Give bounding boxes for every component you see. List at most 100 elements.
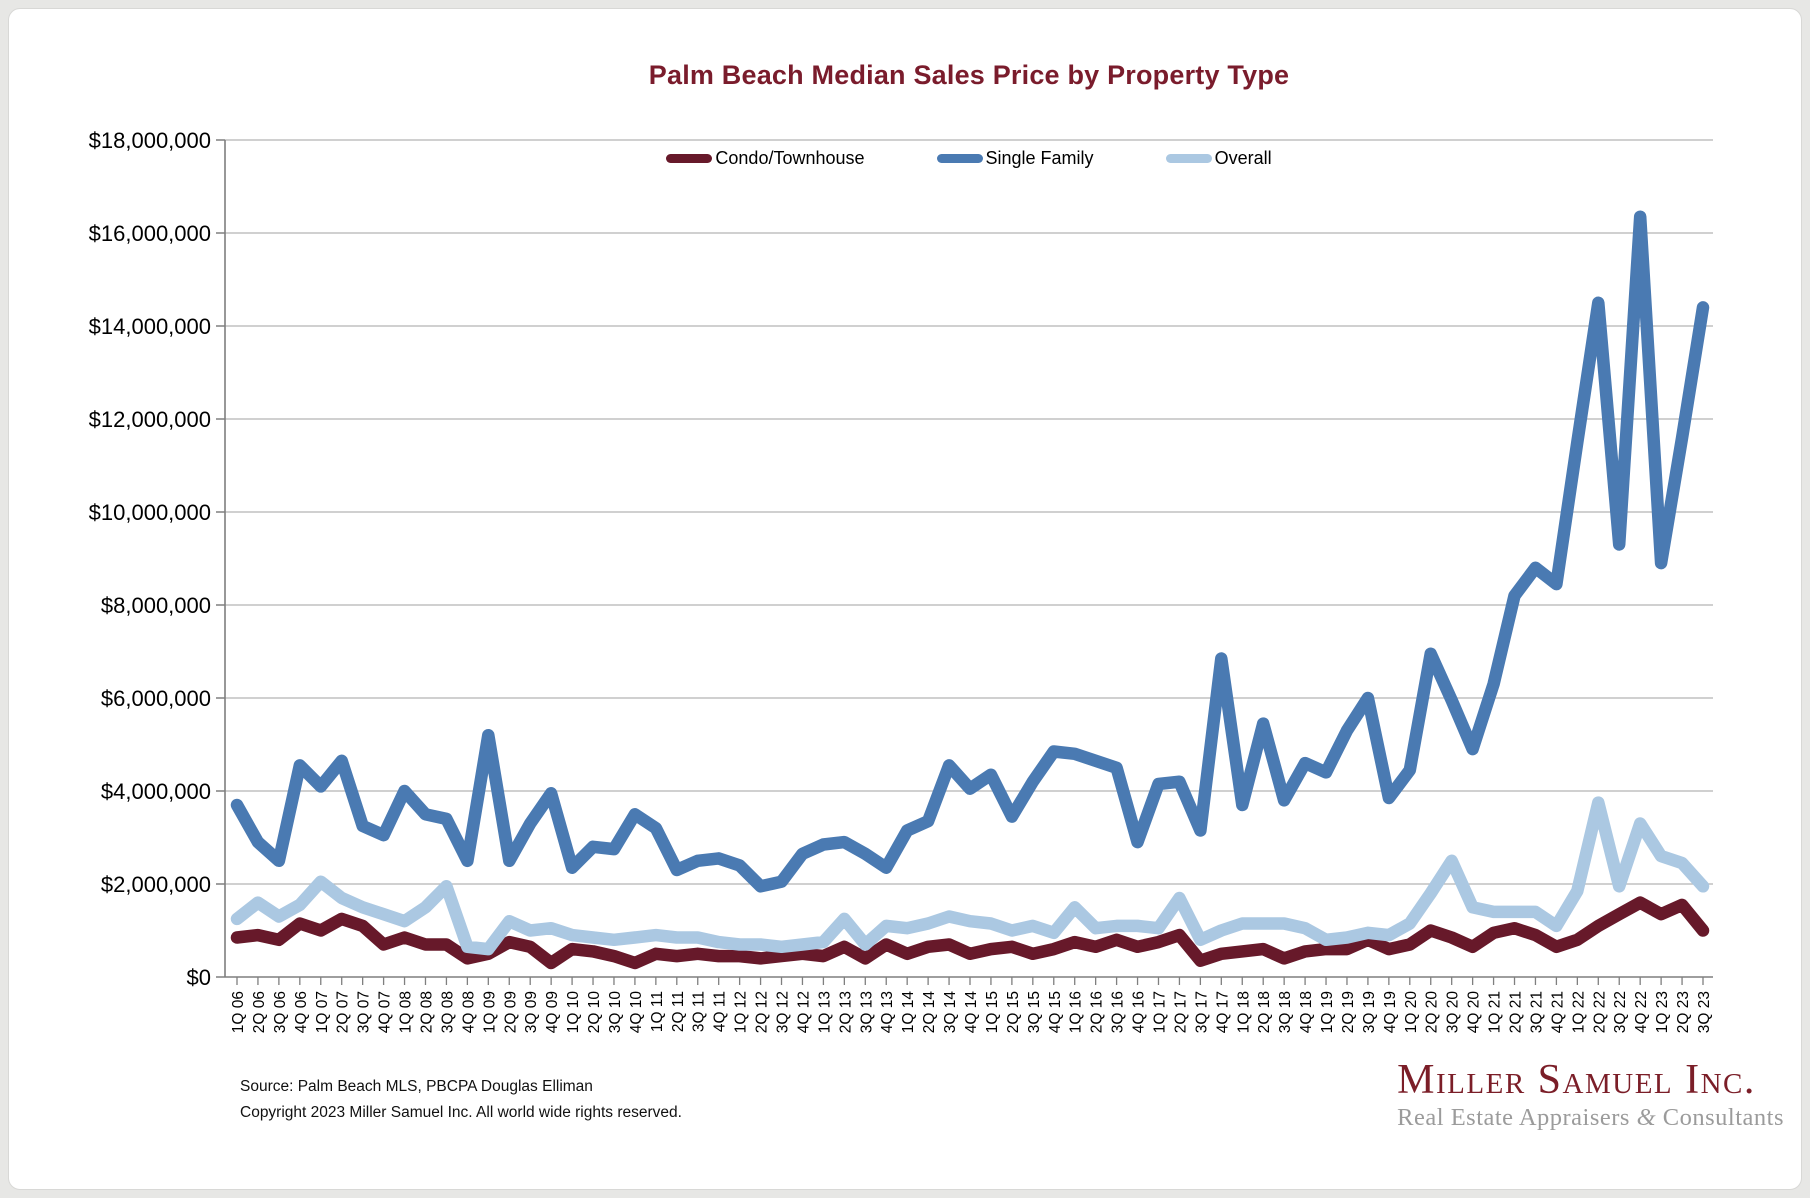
single-family-line-swatch-icon xyxy=(936,154,983,163)
x-tick-label: 2Q 17 xyxy=(1172,991,1189,1033)
x-tick-label: 1Q 22 xyxy=(1570,991,1587,1033)
x-tick-label: 2Q 11 xyxy=(670,991,687,1032)
x-tick-label: 4Q 17 xyxy=(1214,991,1231,1033)
x-tick-label: 1Q 10 xyxy=(565,991,582,1034)
x-tick-label: 1Q 13 xyxy=(816,991,833,1033)
x-tick-label: 2Q 21 xyxy=(1508,991,1525,1033)
x-tick-label: 2Q 09 xyxy=(502,991,519,1033)
x-tick-label: 4Q 19 xyxy=(1382,991,1399,1033)
x-tick-label: 1Q 21 xyxy=(1487,991,1504,1033)
x-tick-label: 3Q 19 xyxy=(1361,991,1378,1033)
x-tick-label: 2Q 12 xyxy=(754,991,771,1033)
y-tick-label: $10,000,000 xyxy=(89,500,211,525)
x-tick-label: 2Q 13 xyxy=(837,991,854,1033)
x-tick-label: 2Q 14 xyxy=(921,991,938,1034)
x-tick-label: 4Q 18 xyxy=(1298,991,1315,1033)
x-tick-label: 4Q 13 xyxy=(879,991,896,1033)
x-tick-label: 4Q 16 xyxy=(1131,991,1148,1033)
logo-tagline: Real Estate Appraisers & Consultants xyxy=(1397,1104,1784,1131)
gridlines xyxy=(225,139,1713,885)
x-tick-label: 1Q 23 xyxy=(1654,991,1671,1033)
x-tick-label: 4Q 07 xyxy=(377,991,394,1033)
x-tick-label: 3Q 15 xyxy=(1026,991,1043,1033)
ampersand-glyph: & xyxy=(1636,1104,1657,1131)
x-tick-label: 2Q 07 xyxy=(335,991,352,1033)
footer-source-block: Source: Palm Beach MLS, PBCPA Douglas El… xyxy=(240,1074,682,1126)
chart-card xyxy=(8,8,1802,1190)
x-tick-label: 4Q 08 xyxy=(460,991,477,1033)
y-tick-label: $12,000,000 xyxy=(89,407,211,432)
legend-label-condo: Condo/Townhouse xyxy=(715,148,865,168)
x-tick-label: 3Q 17 xyxy=(1193,991,1210,1033)
x-tick-label: 4Q 22 xyxy=(1633,991,1650,1033)
series-line-single-family xyxy=(230,210,1710,893)
x-tick-label: 3Q 08 xyxy=(439,991,456,1033)
x-tick-label: 3Q 06 xyxy=(272,991,289,1033)
x-tick-label: 2Q 10 xyxy=(586,991,603,1034)
x-tick-label: 1Q 08 xyxy=(398,991,415,1033)
y-tick-label: $2,000,000 xyxy=(101,872,211,897)
copyright-line: Copyright 2023 Miller Samuel Inc. All wo… xyxy=(240,1104,682,1121)
y-tick-label: $6,000,000 xyxy=(101,686,211,711)
x-tick-label: 1Q 17 xyxy=(1151,991,1168,1033)
x-tick-label: 4Q 21 xyxy=(1549,991,1566,1033)
x-tick-label: 2Q 16 xyxy=(1089,991,1106,1033)
x-tick-label: 1Q 12 xyxy=(733,991,750,1033)
legend-item-condo: Condo/Townhouse xyxy=(666,148,865,169)
x-tick-label: 4Q 09 xyxy=(544,991,561,1033)
x-tick-label: 3Q 23 xyxy=(1696,991,1713,1033)
x-tick-label: 3Q 13 xyxy=(858,991,875,1033)
x-tick-label: 3Q 12 xyxy=(775,991,792,1033)
legend-label-overall: Overall xyxy=(1214,148,1272,168)
x-tick-label: 2Q 18 xyxy=(1256,991,1273,1033)
x-tick-label: 3Q 21 xyxy=(1528,991,1545,1033)
x-tick-label: 2Q 22 xyxy=(1591,991,1608,1033)
legend-label-single-family: Single Family xyxy=(985,148,1094,168)
y-tick-label: $8,000,000 xyxy=(101,593,211,618)
y-tick-label: $18,000,000 xyxy=(89,128,211,153)
x-tick-label: 3Q 16 xyxy=(1110,991,1127,1033)
condo-line-swatch-icon xyxy=(666,154,713,163)
x-tick-label: 1Q 19 xyxy=(1319,991,1336,1033)
x-tick-label: 1Q 11 xyxy=(649,991,666,1032)
y-tick-label: $0 xyxy=(187,965,211,990)
x-tick-label: 4Q 14 xyxy=(963,991,980,1034)
y-tick-label: $16,000,000 xyxy=(89,221,211,246)
x-tick-label: 4Q 15 xyxy=(1047,991,1064,1033)
source-line: Source: Palm Beach MLS, PBCPA Douglas El… xyxy=(240,1078,593,1095)
x-tick-label: 2Q 06 xyxy=(251,991,268,1033)
series-line-condo-townhouse xyxy=(230,896,1710,970)
x-tick-label: 1Q 15 xyxy=(984,991,1001,1033)
series-line-overall xyxy=(230,796,1710,956)
x-tick-label: 1Q 09 xyxy=(481,991,498,1033)
x-tick-label: 3Q 18 xyxy=(1277,991,1294,1033)
x-tick-label: 3Q 10 xyxy=(607,991,624,1034)
x-tick-label: 1Q 20 xyxy=(1403,991,1420,1034)
x-tick-label: 4Q 12 xyxy=(795,991,812,1033)
x-tick-label: 3Q 14 xyxy=(942,991,959,1034)
x-axis: 1Q 06 2Q 06 3Q 06 4Q 06 1Q 07 2Q 07 3Q 07 4Q 07… xyxy=(225,976,1713,1034)
x-tick-label: 2Q 20 xyxy=(1424,991,1441,1034)
chart-title: Palm Beach Median Sales Price by Propert… xyxy=(648,60,1290,90)
x-tick-label: 1Q 06 xyxy=(230,991,247,1033)
x-tick-label: 2Q 08 xyxy=(418,991,435,1033)
chart-legend: Condo/Townhouse Single Family Overall xyxy=(225,148,1713,169)
y-axis: $0 $2,000,000 $4,000,000 $6,000,000 $8,000,0… xyxy=(89,128,226,990)
x-tick-label: 3Q 11 xyxy=(691,991,708,1032)
x-tick-label: 3Q 20 xyxy=(1445,991,1462,1034)
x-tick-label: 2Q 15 xyxy=(1005,991,1022,1033)
x-tick-label: 4Q 11 xyxy=(712,991,729,1032)
x-tick-label: 1Q 18 xyxy=(1235,991,1252,1033)
x-tick-label: 4Q 20 xyxy=(1466,991,1483,1034)
x-tick-label: 1Q 07 xyxy=(314,991,331,1033)
x-tick-label: 1Q 14 xyxy=(900,991,917,1034)
x-tick-label: 4Q 06 xyxy=(293,991,310,1033)
x-tick-label: 2Q 23 xyxy=(1675,991,1692,1033)
x-tick-label: 4Q 10 xyxy=(628,991,645,1034)
logo-name: Miller Samuel Inc. xyxy=(1397,1057,1756,1103)
legend-item-single-family: Single Family xyxy=(936,148,1094,169)
overall-line-swatch-icon xyxy=(1165,154,1212,163)
legend-item-overall: Overall xyxy=(1165,148,1272,169)
y-tick-label: $14,000,000 xyxy=(89,314,211,339)
